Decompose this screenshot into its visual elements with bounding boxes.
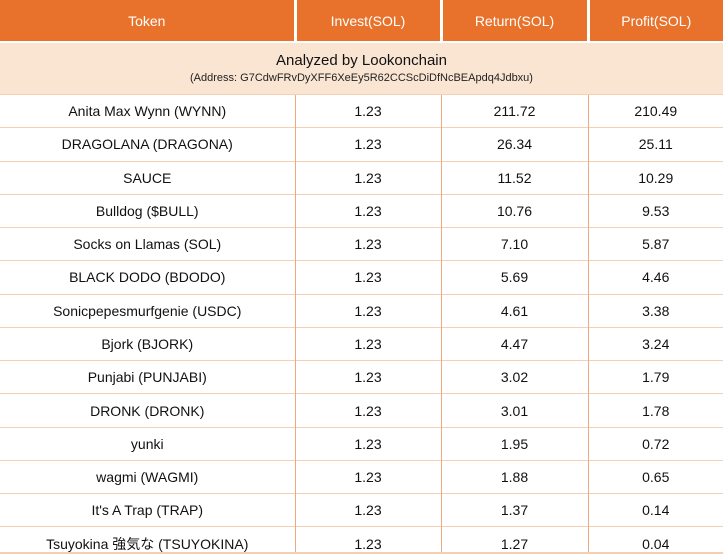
token-cell: DRAGOLANA (DRAGONA) <box>0 127 295 162</box>
token-cell: Bjork (BJORK) <box>0 326 295 361</box>
table-row: wagmi (WAGMI) 1.23 1.88 0.65 <box>0 459 723 494</box>
table-row: Bjork (BJORK) 1.23 4.47 3.24 <box>0 326 723 361</box>
return-cell: 5.69 <box>440 260 588 295</box>
token-cell: Punjabi (PUNJABI) <box>0 360 295 394</box>
invest-cell: 1.23 <box>294 526 441 554</box>
banner-title: Analyzed by Lookonchain <box>276 51 447 69</box>
profit-cell: 3.38 <box>587 293 723 328</box>
table-row: Punjabi (PUNJABI) 1.23 3.02 1.79 <box>0 360 723 394</box>
return-cell: 11.52 <box>440 160 588 195</box>
token-cell: It's A Trap (TRAP) <box>0 493 295 527</box>
invest-cell: 1.23 <box>294 360 441 394</box>
profit-cell: 1.79 <box>587 360 723 394</box>
profit-cell: 25.11 <box>587 127 723 162</box>
profit-cell: 1.78 <box>587 393 723 428</box>
profit-cell: 9.53 <box>587 193 723 228</box>
table-row: DRAGOLANA (DRAGONA) 1.23 26.34 25.11 <box>0 127 723 162</box>
profit-cell: 0.04 <box>587 526 723 554</box>
invest-cell: 1.23 <box>294 393 441 428</box>
invest-cell: 1.23 <box>294 493 441 527</box>
token-cell: SAUCE <box>0 160 295 195</box>
invest-cell: 1.23 <box>294 93 441 128</box>
table-row: DRONK (DRONK) 1.23 3.01 1.78 <box>0 393 723 428</box>
table-row: It's A Trap (TRAP) 1.23 1.37 0.14 <box>0 493 723 527</box>
header-return: Return(SOL) <box>439 0 588 43</box>
table-row: SAUCE 1.23 11.52 10.29 <box>0 160 723 195</box>
table-header: Token Invest(SOL) Return(SOL) Profit(SOL… <box>0 0 723 43</box>
table-body: Analyzed by Lookonchain (Address: G7CdwF… <box>0 41 723 554</box>
return-cell: 4.61 <box>440 293 588 328</box>
table-row: yunki 1.23 1.95 0.72 <box>0 426 723 461</box>
invest-cell: 1.23 <box>294 260 441 295</box>
banner-row: Analyzed by Lookonchain (Address: G7CdwF… <box>0 41 723 95</box>
return-cell: 10.76 <box>440 193 588 228</box>
profit-cell: 3.24 <box>587 326 723 361</box>
profit-cell: 0.14 <box>587 493 723 527</box>
return-cell: 26.34 <box>440 127 588 162</box>
header-row: Token Invest(SOL) Return(SOL) Profit(SOL… <box>0 0 723 43</box>
invest-cell: 1.23 <box>294 426 441 461</box>
token-cell: Tsuyokina 強気な (TSUYOKINA) <box>0 526 295 554</box>
token-cell: Socks on Llamas (SOL) <box>0 227 295 261</box>
return-cell: 1.37 <box>440 493 588 527</box>
table-row: Bulldog ($BULL) 1.23 10.76 9.53 <box>0 193 723 228</box>
return-cell: 1.88 <box>440 459 588 494</box>
token-cell: Sonicpepesmurfgenie (USDC) <box>0 293 295 328</box>
profit-cell: 5.87 <box>587 227 723 261</box>
return-cell: 4.47 <box>440 326 588 361</box>
header-profit: Profit(SOL) <box>586 0 723 43</box>
profit-cell: 0.65 <box>587 459 723 494</box>
table-row: Anita Max Wynn (WYNN) 1.23 211.72 210.49 <box>0 93 723 128</box>
token-cell: wagmi (WAGMI) <box>0 459 295 494</box>
banner-cell: Analyzed by Lookonchain (Address: G7CdwF… <box>0 41 723 95</box>
return-cell: 3.02 <box>440 360 588 394</box>
invest-cell: 1.23 <box>294 160 441 195</box>
invest-cell: 1.23 <box>294 293 441 328</box>
return-cell: 3.01 <box>440 393 588 428</box>
invest-cell: 1.23 <box>294 227 441 261</box>
banner-address: (Address: G7CdwFRvDyXFF6XeEy5R62CCScDiDf… <box>190 71 533 84</box>
header-token: Token <box>0 0 295 43</box>
invest-cell: 1.23 <box>294 193 441 228</box>
return-cell: 7.10 <box>440 227 588 261</box>
return-cell: 211.72 <box>440 93 588 128</box>
invest-cell: 1.23 <box>294 127 441 162</box>
token-cell: DRONK (DRONK) <box>0 393 295 428</box>
token-cell: Bulldog ($BULL) <box>0 193 295 228</box>
profit-cell: 0.72 <box>587 426 723 461</box>
table-row: Sonicpepesmurfgenie (USDC) 1.23 4.61 3.38 <box>0 293 723 328</box>
profit-cell: 210.49 <box>587 93 723 128</box>
profit-cell: 4.46 <box>587 260 723 295</box>
invest-cell: 1.23 <box>294 459 441 494</box>
token-cell: BLACK DODO (BDODO) <box>0 260 295 295</box>
return-cell: 1.27 <box>440 526 588 554</box>
header-invest: Invest(SOL) <box>293 0 441 43</box>
table-row: BLACK DODO (BDODO) 1.23 5.69 4.46 <box>0 260 723 295</box>
token-cell: yunki <box>0 426 295 461</box>
table-row: Tsuyokina 強気な (TSUYOKINA) 1.23 1.27 0.04 <box>0 526 723 554</box>
table-row: Socks on Llamas (SOL) 1.23 7.10 5.87 <box>0 227 723 261</box>
invest-cell: 1.23 <box>294 326 441 361</box>
profit-cell: 10.29 <box>587 160 723 195</box>
return-cell: 1.95 <box>440 426 588 461</box>
token-cell: Anita Max Wynn (WYNN) <box>0 93 295 128</box>
